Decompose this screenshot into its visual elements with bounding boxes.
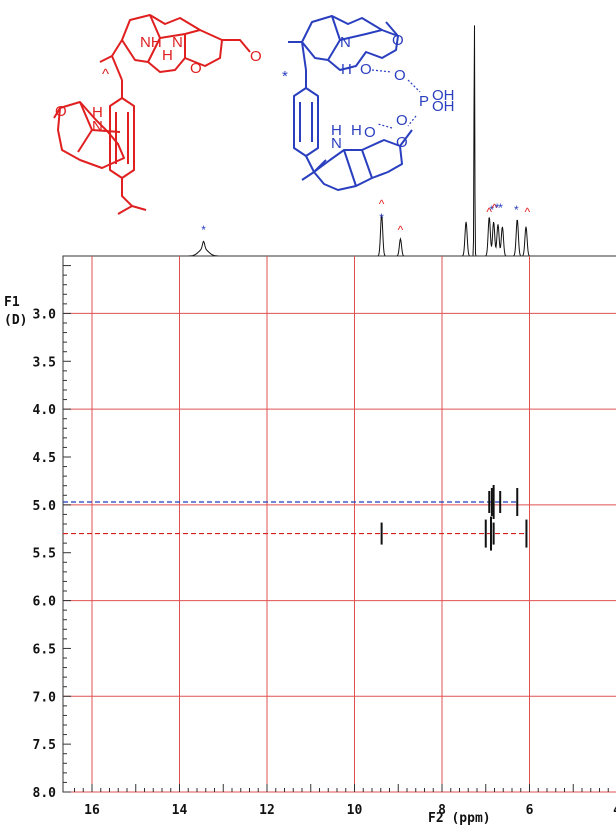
- red-label-h-bottom: H: [92, 104, 103, 121]
- x-tick-label: 6: [526, 803, 534, 818]
- y-tick-label: 4.5: [33, 451, 56, 466]
- y-tick-label: 5.0: [33, 499, 57, 514]
- projection-spectrum: *^*^^*^** * ^: [70, 25, 616, 257]
- projection-markers: *^*^^*^** * ^: [201, 197, 530, 237]
- phosphate-labels: O P OH OH O: [394, 67, 455, 129]
- red-mark-cage: ^: [102, 66, 109, 83]
- x-tick-label: 14: [172, 803, 188, 818]
- x-tick-label: 8: [438, 803, 446, 818]
- y-tick-label: 8.0: [33, 786, 57, 801]
- phosphate-drawing: [371, 69, 421, 129]
- y-tick-label: 6.0: [33, 595, 57, 610]
- phosphate-o1: O: [394, 67, 406, 84]
- peak-marker: ^: [398, 223, 404, 237]
- red-label-o-top: O: [190, 60, 202, 77]
- peak-marker: ^: [524, 205, 530, 219]
- blue-label-o-bottom: O: [364, 124, 376, 141]
- y-tick-labels: 3.0 3.5 4.0 4.5 5.0 5.5 6.0 6.5 7.0 7.5 8.0: [33, 307, 57, 801]
- y-axis-label-f1: F1: [4, 295, 20, 310]
- red-label-o-bottom: O: [55, 103, 67, 120]
- y-tick-label: 3.5: [33, 355, 56, 370]
- blue-molecule-labels: * N H O O H H N O O: [282, 32, 408, 152]
- peak-marker: *: [498, 201, 503, 215]
- projection-trace: [70, 25, 616, 257]
- blue-label-h-top: H: [341, 61, 352, 78]
- x-tick-label: 12: [259, 803, 275, 818]
- blue-molecule-drawing: [288, 15, 413, 191]
- red-molecule-drawing: [53, 14, 251, 215]
- blue-mark-ring: *: [282, 68, 288, 85]
- y-tick-label: 7.5: [33, 738, 56, 753]
- peak-marker: *: [495, 201, 500, 215]
- red-label-h-top: H: [162, 47, 173, 64]
- cross-peaks: [380, 484, 528, 551]
- blue-label-o-aldehyde-top: O: [392, 32, 404, 49]
- peak-marker: *: [201, 223, 206, 237]
- peak-marker: *: [490, 203, 495, 217]
- blue-label-o-aldehyde-bottom: O: [396, 134, 408, 151]
- peak-marker: ^: [379, 197, 385, 211]
- x-axis-label: F2 (ppm): [428, 811, 491, 826]
- y-tick-label: 7.0: [33, 690, 57, 705]
- peak-marker: ^: [492, 201, 498, 215]
- plot-frame: [62, 255, 616, 793]
- y-axis-label-unit: (D): [4, 313, 27, 328]
- red-label-n-top: N: [172, 34, 183, 51]
- phosphate-o2: O: [396, 112, 408, 129]
- blue-label-n-bottom: N: [331, 135, 342, 152]
- phosphate-p: P: [419, 93, 429, 110]
- peak-marker: ^: [486, 205, 492, 219]
- red-label-o-aldehyde-top: O: [250, 48, 262, 65]
- x-tick-label: 10: [347, 803, 363, 818]
- y-tick-label: 3.0: [33, 307, 57, 322]
- y-tick-label: 5.5: [33, 547, 56, 562]
- blue-label-h-bottom-2: H: [351, 122, 362, 139]
- red-molecule-labels: ^ NH N H O O H N O: [55, 34, 262, 135]
- x-tick-labels: 16 14 12 10 8 6 4: [84, 803, 616, 818]
- blue-label-n-top: N: [340, 34, 351, 51]
- y-tick-label: 4.0: [33, 403, 57, 418]
- x-tick-label: 16: [84, 803, 100, 818]
- y-tick-label: 6.5: [33, 642, 56, 657]
- x-tick-label: 4: [613, 803, 616, 818]
- diffusion-lines: [63, 501, 527, 535]
- phosphate-oh2: OH: [432, 98, 455, 115]
- peak-marker: *: [514, 203, 519, 217]
- blue-label-h-bottom-1: H: [331, 122, 342, 139]
- peak-marker: *: [379, 211, 384, 225]
- grid: [63, 256, 616, 793]
- phosphate-oh1: OH: [432, 87, 455, 104]
- x-ticks: [74, 784, 609, 792]
- blue-label-o-top: O: [360, 61, 372, 78]
- plot-area: 16 14 12 10 8 6 4 3.0 3.5 4.0 4.5 5.0 5.5 6.0 6.5 7.0 7…: [33, 255, 616, 818]
- y-ticks: [63, 255, 71, 793]
- red-label-n-bottom: N: [92, 118, 103, 135]
- red-label-nh-top: NH: [140, 34, 162, 51]
